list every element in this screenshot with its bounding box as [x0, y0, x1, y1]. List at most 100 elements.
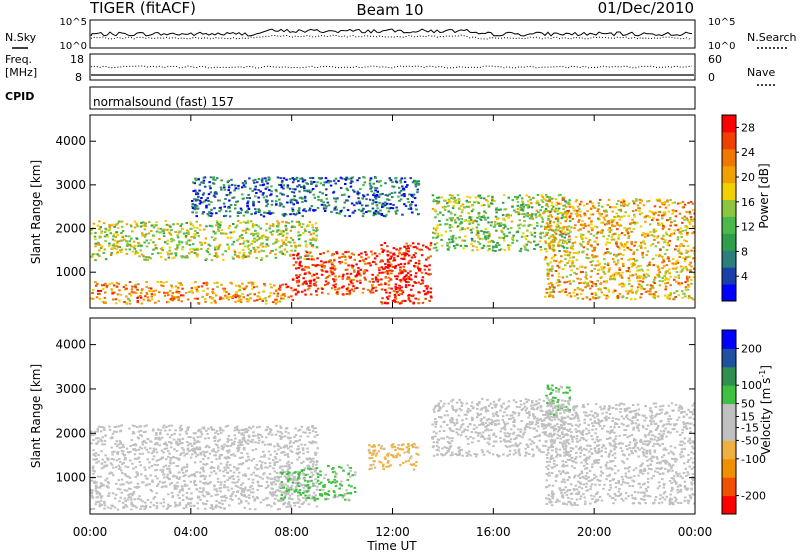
data-cell — [195, 455, 198, 458]
data-cell — [233, 426, 237, 429]
data-cell — [189, 239, 192, 242]
data-cell — [120, 483, 124, 486]
data-cell — [541, 201, 545, 203]
data-cell — [374, 213, 377, 216]
data-cell — [151, 458, 155, 461]
data-cell — [275, 195, 279, 198]
data-cell — [124, 465, 127, 468]
data-cell — [187, 230, 190, 233]
data-cell — [225, 210, 228, 213]
data-cell — [548, 211, 552, 214]
data-cell — [539, 209, 542, 212]
data-cell — [180, 294, 183, 297]
data-cell — [238, 251, 241, 254]
data-cell — [498, 249, 501, 252]
data-cell — [595, 236, 599, 239]
data-cell — [99, 438, 103, 441]
data-cell — [386, 302, 389, 305]
data-cell — [143, 228, 147, 231]
data-cell — [618, 233, 621, 236]
data-cell — [220, 447, 224, 450]
data-cell — [140, 289, 144, 292]
data-cell — [510, 226, 513, 229]
data-cell — [362, 195, 366, 198]
data-cell — [104, 454, 107, 457]
data-cell — [504, 225, 507, 228]
data-cell — [353, 269, 356, 272]
data-cell — [507, 216, 510, 219]
data-cell — [661, 217, 664, 220]
data-cell — [529, 202, 533, 205]
data-cell — [395, 177, 398, 179]
data-cell — [334, 285, 337, 288]
data-cell — [324, 177, 328, 180]
data-cell — [179, 453, 182, 456]
data-cell — [477, 230, 480, 233]
data-cell — [279, 202, 282, 205]
data-cell — [598, 262, 602, 265]
data-cell — [278, 286, 282, 289]
data-cell — [589, 208, 593, 210]
data-cell — [256, 299, 259, 302]
data-cell — [196, 496, 200, 499]
data-cell — [113, 225, 116, 228]
data-cell — [242, 491, 246, 494]
data-cell — [332, 278, 335, 281]
data-cell — [145, 504, 148, 507]
data-cell — [206, 213, 210, 215]
data-cell — [566, 262, 569, 264]
data-cell — [547, 244, 550, 247]
data-cell — [255, 239, 259, 242]
data-cell — [572, 252, 576, 255]
data-cell — [589, 200, 592, 203]
data-cell — [372, 194, 375, 197]
data-cell — [620, 276, 624, 279]
data-cell — [237, 299, 241, 302]
data-cell — [587, 224, 590, 227]
data-cell — [166, 239, 169, 242]
data-cell — [169, 459, 172, 462]
data-cell — [245, 441, 248, 444]
data-cell — [488, 248, 491, 250]
data-cell — [297, 210, 300, 212]
data-cell — [301, 215, 304, 218]
data-cell — [678, 256, 681, 259]
data-cell — [508, 231, 511, 234]
data-cell — [590, 281, 594, 283]
data-cell — [217, 449, 220, 452]
data-cell — [265, 200, 268, 203]
data-cell — [212, 450, 216, 453]
data-cell — [180, 255, 183, 258]
data-cell — [107, 486, 110, 489]
data-cell — [327, 260, 331, 263]
data-cell — [625, 229, 628, 232]
data-cell — [145, 441, 148, 444]
data-cell — [194, 207, 198, 210]
data-cell — [578, 282, 581, 285]
data-cell — [394, 275, 397, 278]
data-cell — [394, 266, 397, 269]
data-cell — [249, 252, 252, 255]
data-cell — [279, 465, 282, 468]
data-cell — [564, 220, 567, 223]
data-cell — [461, 227, 464, 230]
data-cell — [343, 214, 347, 217]
data-cell — [341, 286, 344, 289]
data-cell — [252, 458, 256, 460]
data-cell — [246, 239, 249, 242]
data-cell — [276, 430, 280, 433]
data-cell — [311, 473, 315, 476]
data-cell — [377, 212, 380, 215]
data-cell — [149, 501, 153, 504]
data-cell — [180, 223, 184, 226]
data-cell — [222, 470, 225, 473]
data-cell — [414, 262, 418, 264]
data-cell — [277, 223, 280, 226]
data-cell — [363, 176, 366, 179]
data-cell — [197, 178, 200, 181]
data-cell — [613, 215, 616, 218]
data-cell — [253, 434, 256, 437]
data-cell — [223, 287, 227, 290]
data-cell — [602, 253, 606, 256]
data-cell — [540, 231, 543, 234]
